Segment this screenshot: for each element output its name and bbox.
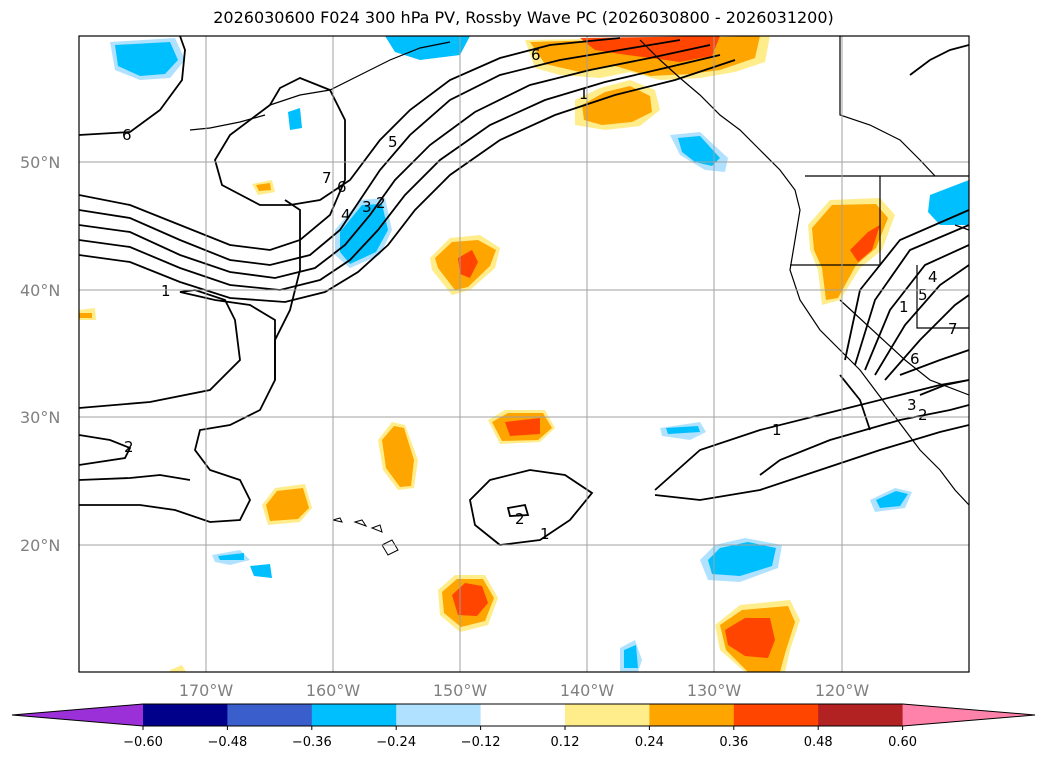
lat-label: 20°N xyxy=(20,536,60,555)
contour-label: 1 xyxy=(161,282,171,300)
lon-label: 160°W xyxy=(306,681,361,700)
contour-label: 2 xyxy=(918,406,928,424)
latitude-labels: 50°N 40°N 30°N 20°N xyxy=(20,153,60,555)
coastlines xyxy=(189,36,969,506)
longitude-labels: 170°W 160°W 150°W 140°W 130°W 120°W xyxy=(179,681,870,700)
map-title: 2026030600 F024 300 hPa PV, Rossby Wave … xyxy=(213,8,834,27)
lat-label: 50°N xyxy=(20,153,60,172)
contour-label: 2 xyxy=(515,510,525,528)
colorbar-extend-high xyxy=(902,704,1035,726)
colorbar-tick-label: −0.60 xyxy=(123,735,163,750)
lon-label: 120°W xyxy=(815,681,870,700)
contour-label: 6 xyxy=(122,126,132,144)
colorbar-tick-label: 0.36 xyxy=(719,735,748,750)
lon-label: 170°W xyxy=(179,681,234,700)
contour-label: 3 xyxy=(907,396,917,414)
pv-contours xyxy=(79,36,969,546)
colorbar-swatch xyxy=(818,704,904,726)
colorbar-tick-label: 0.12 xyxy=(551,735,580,750)
contour-label: 4 xyxy=(928,268,938,286)
gridlines xyxy=(79,36,969,672)
contour-label: 2 xyxy=(124,438,134,456)
contour-label: 6 xyxy=(531,46,541,64)
contour-label: 1 xyxy=(579,85,589,103)
lon-label: 130°W xyxy=(687,681,742,700)
colorbar-tick-label: −0.24 xyxy=(376,735,416,750)
contour-label: 1 xyxy=(899,298,909,316)
contour-label: 2 xyxy=(376,194,386,212)
contour-label: 5 xyxy=(388,133,398,151)
colorbar-tick-label: −0.36 xyxy=(292,735,332,750)
colorbar-tick-label: −0.48 xyxy=(207,735,247,750)
contour-label: 1 xyxy=(772,421,782,439)
colorbar-swatch xyxy=(733,704,819,726)
colorbar-swatch xyxy=(311,704,397,726)
contour-label: 4 xyxy=(341,206,351,224)
contour-label: 1 xyxy=(540,525,550,543)
contour-label: 6 xyxy=(910,350,920,368)
lat-label: 40°N xyxy=(20,281,60,300)
contour-label: 5 xyxy=(918,286,928,304)
colorbar-swatch xyxy=(396,704,482,726)
contour-label: 7 xyxy=(322,169,332,187)
colorbar-swatch xyxy=(480,704,566,726)
contour-label: 3 xyxy=(362,198,372,216)
map-frame xyxy=(78,35,970,673)
lon-label: 150°W xyxy=(433,681,488,700)
colorbar-swatch xyxy=(649,704,735,726)
colorbar-extend-low xyxy=(12,704,143,726)
colorbar-tick-label: 0.24 xyxy=(635,735,664,750)
contour-label: 6 xyxy=(337,178,347,196)
hawaii-islands xyxy=(332,517,399,556)
lat-label: 30°N xyxy=(20,408,60,427)
colorbar-swatch xyxy=(227,704,313,726)
map-background xyxy=(79,36,969,672)
colorbar: −0.60 −0.48 −0.36 −0.24 −0.12 0.12 0.24 0.36 0.4… xyxy=(11,703,1036,750)
colorbar-tick-label: 0.48 xyxy=(804,735,833,750)
lon-label: 140°W xyxy=(560,681,615,700)
colorbar-swatch xyxy=(565,704,650,726)
colorbar-tick-label: 0.60 xyxy=(888,735,917,750)
colorbar-swatch xyxy=(143,704,228,726)
colorbar-tick-label: −0.12 xyxy=(461,735,501,750)
contour-label: 7 xyxy=(948,320,958,338)
contour-labels: 6 1 5 7 6 4 3 2 1 2 2 1 1 6 7 4 5 1 6 3 … xyxy=(122,46,958,543)
